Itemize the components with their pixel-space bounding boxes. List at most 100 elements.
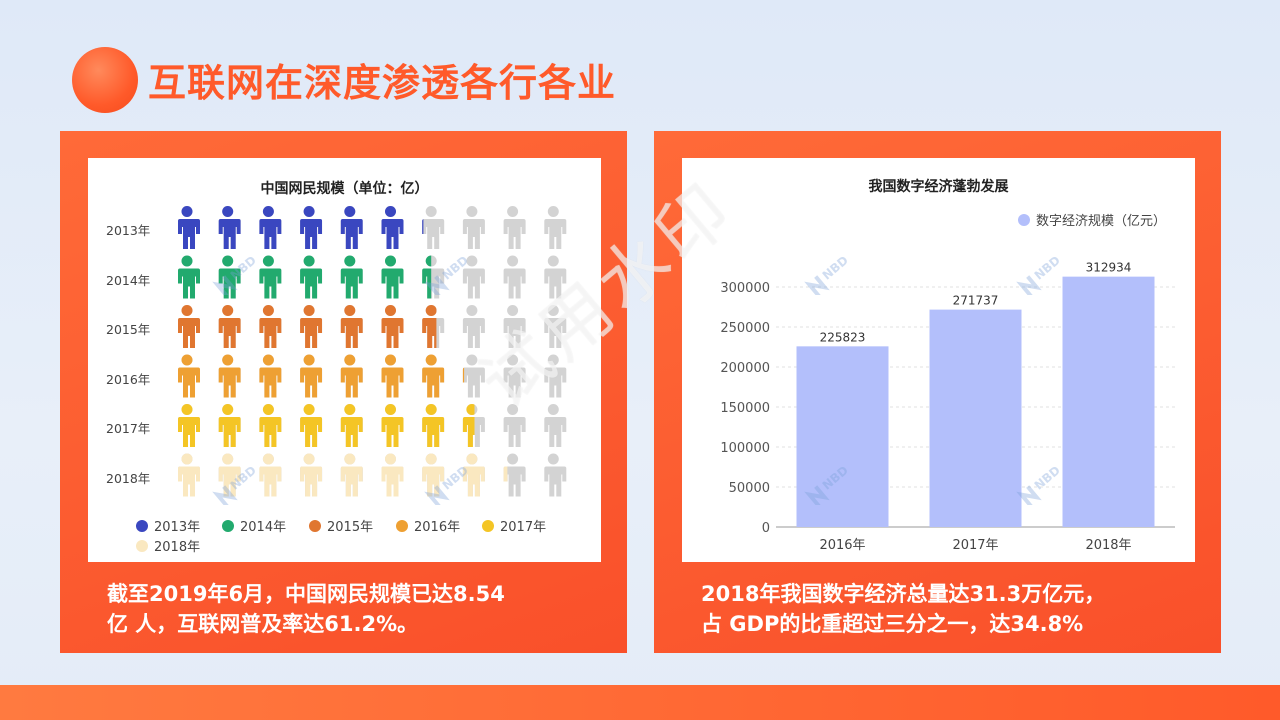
person-icon (257, 354, 282, 398)
person-icon (257, 206, 282, 249)
legend-label: 2013年 (154, 520, 201, 535)
pictogram-legend-item: 2017年 (482, 516, 546, 535)
person-icon (176, 404, 200, 447)
bar (796, 346, 889, 527)
person-icon (298, 453, 323, 497)
legend-label: 2018年 (154, 540, 201, 555)
person-icon (298, 354, 323, 398)
caption-line: 2018年我国数字经济总量达31.3万亿元， (701, 582, 1106, 606)
bottom-bar (0, 685, 1280, 720)
person-icon (298, 305, 323, 348)
person-icon (257, 255, 282, 299)
person-icon (542, 354, 567, 398)
legend-swatch (396, 519, 408, 532)
person-icon (501, 255, 526, 299)
caption-line: 亿 人，互联网普及率达61.2%。 (107, 612, 419, 636)
bar-data-label: 312934 (1086, 261, 1132, 275)
person-icon (542, 453, 567, 497)
x-tick-label: 2016年 (819, 538, 865, 553)
y-tick-label: 200000 (720, 361, 770, 376)
person-icon (460, 305, 485, 348)
person-icon (257, 305, 282, 348)
bar-chart-title: 我国数字经济蓬勃发展 (868, 179, 1009, 195)
y-tick-label: 50000 (729, 481, 770, 496)
person-icon (338, 255, 363, 299)
caption-line: 占 GDP的比重超过三分之一，达34.8% (701, 612, 1084, 636)
bar-data-label: 225823 (820, 330, 866, 344)
internet-users-panel: 中国网民规模（单位：亿） 2013年 2014年 2015年 2016年 2017年 20… (60, 131, 627, 653)
person-icon (542, 404, 567, 447)
person-icon (501, 404, 526, 447)
bar (929, 309, 1022, 527)
person-icon (420, 404, 445, 447)
person-icon (216, 453, 241, 497)
person-icon (379, 305, 404, 348)
person-icon (176, 305, 200, 348)
pictogram-legend-item: 2016年 (396, 516, 460, 535)
bar-chart: 0 50000 100000 150000 200000 250000 300000 2258… (720, 261, 1175, 553)
person-icon (338, 305, 363, 348)
legend-label: 2014年 (240, 520, 287, 535)
person-icon (501, 206, 526, 249)
page-title: 互联网在深度渗透各行各业 (148, 61, 617, 105)
person-icon (420, 354, 445, 398)
person-icon (298, 255, 323, 299)
person-icon (338, 354, 363, 398)
person-icon (542, 255, 567, 299)
person-icon (420, 453, 445, 497)
person-icon (216, 354, 241, 398)
person-icon (298, 404, 323, 447)
person-icon (379, 206, 404, 249)
person-icon (420, 255, 445, 299)
digital-economy-caption: 2018年我国数字经济总量达31.3万亿元， 占 GDP的比重超过三分之一，达3… (701, 579, 1181, 639)
bar-legend-label: 数字经济规模（亿元） (1036, 214, 1167, 229)
pictogram-legend-item: 2014年 (222, 516, 286, 535)
title-dot-decoration (72, 47, 138, 113)
person-icon (257, 453, 282, 497)
legend-swatch (136, 519, 148, 532)
pictogram-chart-title: 中国网民规模（单位：亿） (260, 181, 429, 197)
bar-data-label: 271737 (953, 294, 999, 308)
pictogram-row-label: 2013年 (106, 223, 151, 238)
y-tick-label: 0 (762, 521, 770, 536)
person-icon (379, 255, 404, 299)
person-icon (298, 206, 323, 249)
person-icon (216, 404, 241, 447)
digital-economy-panel: 我国数字经济蓬勃发展 数字经济规模（亿元） 0 50000 100000 150000… (654, 131, 1221, 653)
legend-swatch (222, 519, 234, 532)
legend-label: 2016年 (414, 520, 461, 535)
person-icon (460, 453, 485, 497)
person-icon (176, 255, 200, 299)
person-icon (379, 453, 404, 497)
pictogram-row-label: 2014年 (106, 272, 151, 288)
person-icon (176, 453, 200, 497)
y-tick-label: 100000 (720, 441, 770, 456)
person-icon (176, 206, 200, 249)
pictogram-row-label: 2017年 (106, 421, 151, 436)
person-icon (216, 255, 241, 299)
person-icon (338, 404, 363, 447)
person-icon (379, 354, 404, 398)
pictogram-legend-item: 2015年 (309, 516, 373, 535)
pictogram-legend-item: 2013年 (136, 516, 200, 535)
bar-chart-card: 我国数字经济蓬勃发展 数字经济规模（亿元） 0 50000 100000 150000… (682, 158, 1195, 562)
person-icon (338, 206, 363, 249)
person-icon (501, 453, 526, 497)
bar-legend-swatch (1018, 213, 1030, 226)
y-tick-label: 300000 (720, 281, 770, 296)
internet-users-caption: 截至2019年6月，中国网民规模已达8.54 亿 人，互联网普及率达61.2%。 (107, 579, 587, 639)
pictogram-row-label: 2015年 (106, 322, 151, 337)
legend-label: 2015年 (327, 520, 374, 535)
person-icon (379, 404, 404, 447)
legend-swatch (482, 519, 494, 532)
person-icon (216, 305, 241, 348)
pictogram-legend-item: 2018年 (136, 536, 200, 555)
pictogram-chart (176, 206, 567, 497)
person-icon (460, 255, 485, 299)
person-icon (460, 354, 485, 398)
person-icon (216, 206, 241, 249)
x-tick-label: 2017年 (952, 538, 998, 553)
person-icon (420, 206, 445, 249)
person-icon (501, 354, 526, 398)
legend-swatch (136, 539, 148, 552)
